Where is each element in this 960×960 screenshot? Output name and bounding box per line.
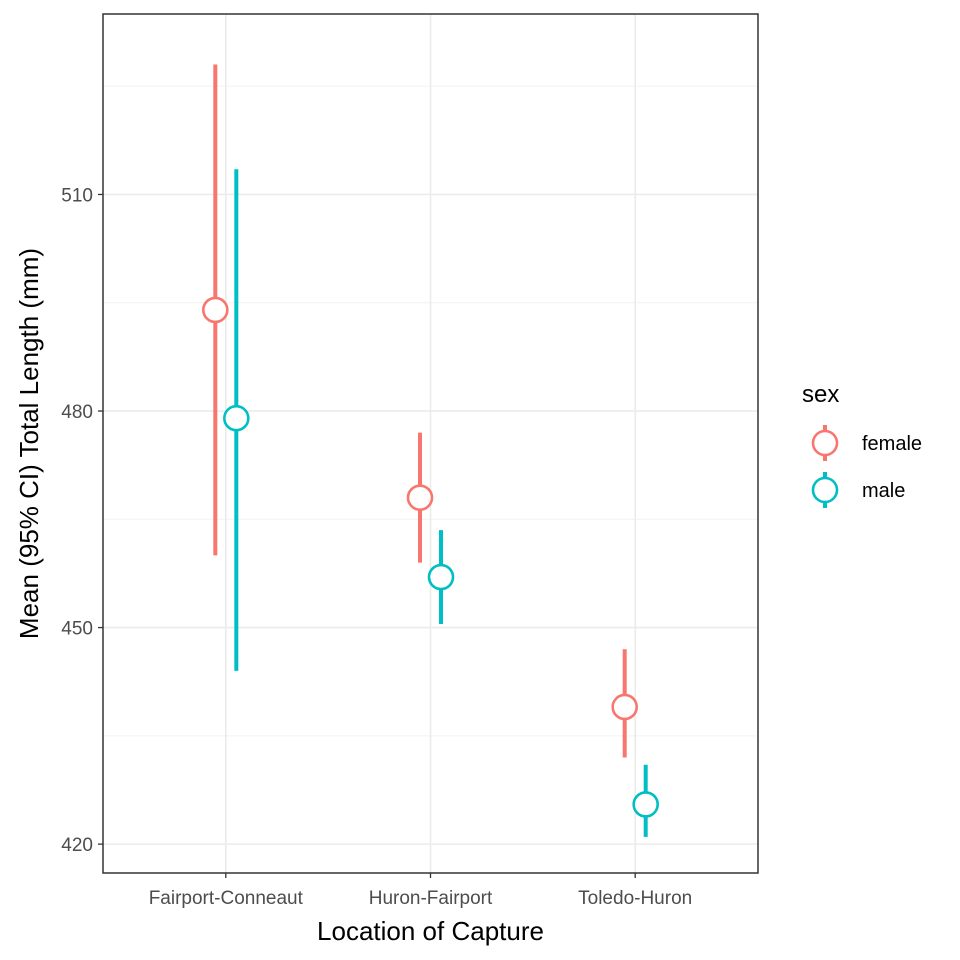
y-tick-label: 480	[61, 402, 93, 423]
y-axis-title: Mean (95% CI) Total Length (mm)	[14, 248, 44, 639]
mean-point-female	[611, 693, 638, 721]
x-axis-title: Location of Capture	[317, 916, 544, 946]
legend-item-female: female	[811, 425, 922, 461]
y-tick-label: 420	[61, 835, 93, 856]
legend-key-point	[811, 476, 839, 504]
legend-item-male: male	[811, 472, 905, 508]
legend-key-point	[811, 429, 839, 457]
data-layer	[202, 64, 659, 837]
x-tick-label: Toledo-Huron	[578, 888, 692, 909]
mean-point-female	[406, 484, 434, 511]
y-tick-label: 450	[61, 619, 93, 640]
legend-items: female male	[811, 425, 922, 508]
axes: 420 450 480 510 Fairport-Conneaut Huron-Fairp…	[61, 185, 692, 909]
mean-point-female	[202, 296, 229, 324]
grid-lines	[103, 14, 758, 873]
mean-point-male	[223, 404, 250, 432]
legend: sex female male	[802, 381, 922, 508]
legend-label: male	[862, 480, 905, 502]
x-tick-label: Huron-Fairport	[369, 888, 493, 909]
mean-point-male	[427, 563, 455, 591]
mean-point-male	[632, 791, 659, 818]
legend-label: female	[862, 433, 922, 455]
legend-title: sex	[802, 381, 839, 408]
x-tick-label: Fairport-Conneaut	[149, 888, 304, 909]
y-tick-label: 510	[61, 185, 93, 206]
